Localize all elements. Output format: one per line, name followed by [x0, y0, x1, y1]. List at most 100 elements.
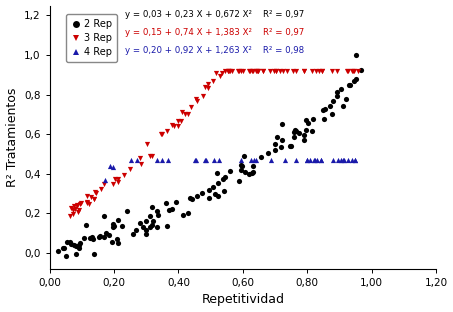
Point [273, 135, 280, 140]
Point [212, 192, 219, 197]
Point [250, 68, 257, 73]
Point [260, 68, 267, 73]
Point [101, 235, 108, 240]
Point [328, 111, 336, 116]
Point [153, 208, 160, 213]
Point [291, 127, 299, 132]
Point [97, 187, 104, 192]
Point [63, 239, 71, 244]
Point [252, 68, 260, 73]
Point [320, 116, 328, 121]
Point [76, 201, 83, 206]
Point [259, 68, 266, 73]
Point [74, 210, 82, 215]
Point [147, 214, 154, 219]
Text: y = 0,20 + 0,92 X + 1,263 X²    R² = 0,98: y = 0,20 + 0,92 X + 1,263 X² R² = 0,98 [125, 46, 304, 55]
Point [304, 120, 312, 125]
Point [218, 71, 226, 76]
Point [127, 166, 134, 171]
Point [92, 190, 100, 195]
Point [174, 124, 182, 129]
Point [130, 232, 137, 237]
Point [228, 68, 236, 73]
Point [351, 78, 358, 83]
Point [142, 232, 149, 236]
Point [354, 68, 361, 73]
Point [318, 158, 325, 163]
Point [291, 129, 298, 134]
Point [322, 107, 329, 112]
Point [255, 68, 262, 73]
Point [114, 179, 121, 184]
Point [143, 227, 150, 232]
Point [292, 158, 299, 163]
Point [253, 68, 260, 73]
Point [348, 158, 356, 163]
Point [304, 158, 311, 163]
Point [101, 178, 108, 183]
Point [178, 119, 185, 124]
Point [286, 144, 293, 149]
Point [60, 246, 67, 251]
Point [128, 158, 135, 163]
Point [289, 68, 296, 73]
Point [205, 195, 212, 200]
Point [83, 194, 91, 199]
Point [210, 185, 217, 190]
Point [83, 223, 90, 228]
Point [69, 207, 77, 212]
Point [344, 68, 351, 73]
Point [270, 68, 278, 73]
Point [300, 132, 308, 137]
Point [178, 110, 186, 115]
Point [109, 222, 116, 227]
Point [67, 213, 74, 218]
Point [348, 68, 355, 73]
Point [143, 218, 150, 223]
Point [118, 223, 125, 228]
Point [88, 234, 96, 239]
Point [300, 68, 308, 73]
Point [202, 85, 209, 90]
Point [291, 135, 298, 140]
Point [220, 189, 227, 194]
Point [328, 68, 336, 73]
Point [272, 68, 280, 73]
Point [76, 242, 83, 247]
Point [271, 141, 278, 146]
Point [308, 68, 316, 73]
Point [250, 163, 257, 168]
Point [315, 68, 322, 73]
Point [267, 158, 275, 163]
Point [72, 243, 80, 248]
Point [193, 158, 200, 163]
Point [96, 235, 103, 240]
Point [148, 153, 155, 158]
Point [158, 158, 165, 163]
Point [346, 82, 353, 87]
Point [73, 203, 81, 208]
Legend: 2 Rep, 3 Rep, 4 Rep: 2 Rep, 3 Rep, 4 Rep [66, 14, 117, 62]
Point [173, 200, 180, 205]
Point [357, 67, 365, 72]
Point [149, 204, 156, 209]
Point [337, 158, 345, 163]
Point [193, 99, 201, 104]
Point [310, 158, 318, 163]
Point [165, 158, 172, 163]
Point [278, 121, 285, 126]
Point [352, 76, 359, 81]
Point [252, 158, 260, 163]
Point [344, 158, 352, 163]
Point [92, 189, 99, 194]
Point [241, 170, 249, 175]
Point [83, 200, 91, 205]
Point [146, 154, 153, 159]
Point [235, 68, 242, 73]
Point [90, 251, 97, 256]
Point [222, 174, 229, 179]
Point [226, 68, 234, 73]
Point [86, 202, 93, 207]
Point [318, 68, 325, 73]
Point [340, 158, 347, 163]
